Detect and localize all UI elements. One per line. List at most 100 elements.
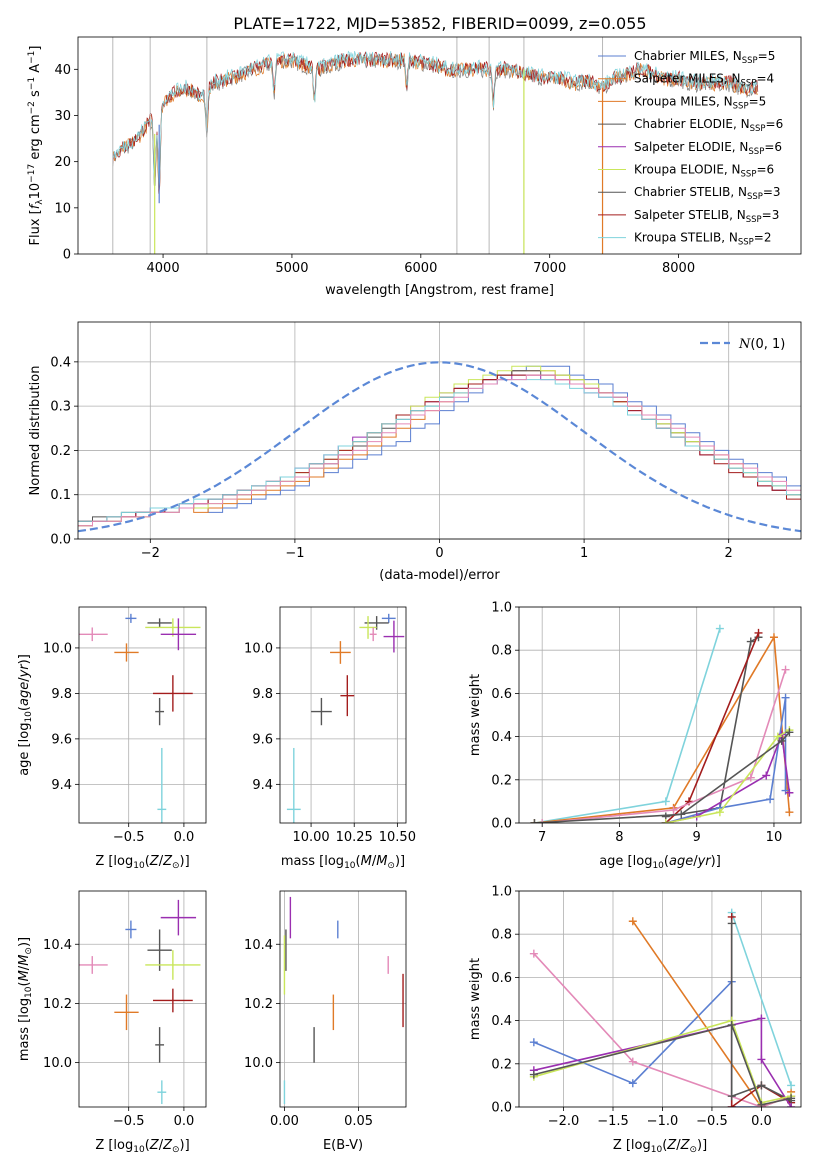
histogram-series [78,374,801,527]
y-axis-label: age [log10(age/yr)] [17,654,34,776]
x-axis-label-part: 10 [133,1145,145,1155]
legend-label-sub: SSP [742,56,758,66]
y-tick-label: 0.6 [491,687,512,702]
x-tick-label: 0.0 [174,830,195,845]
weight-series-marker [766,795,775,804]
y-axis-label-part: −1 [27,51,37,64]
y-axis-label-part: ⊙ [24,947,34,955]
y-tick-label: 10.0 [43,641,72,656]
y-tick-label: 0.3 [50,400,71,415]
plot-area [529,908,796,1107]
weight-series-marker [715,624,724,633]
x-tick-label: 10.25 [336,830,373,845]
y-axis-label-part: ( [17,706,32,711]
y-axis-label-part: )] [17,654,32,664]
x-axis-label-part: / [159,854,164,869]
spectrum-line [112,50,758,190]
legend-label-text: Salpeter ELODIE, N [634,140,748,154]
weight-series-marker [715,808,724,817]
y-axis-label-part: A [28,64,43,77]
axes-spectrum: 4000 5000 6000 7000 8000 0 10 20 30 40 Chabrier MI… [27,36,802,298]
legend-label-text: Chabrier MILES, N [634,49,742,63]
spectrum-line [112,51,759,194]
x-tick-label: 10 [766,830,783,845]
weight-series-marker [746,637,755,646]
y-tick-label: 0.4 [491,1014,512,1029]
plot-area [283,896,404,1105]
legend-label-part: (0, 1) [750,337,785,352]
x-tick-label: 0.05 [344,1114,373,1129]
legend-label-tail: =4 [756,72,774,86]
weight-series-marker [787,1094,796,1103]
legend-label-tail: =6 [764,140,782,154]
x-axis-label-part: 10 [651,1145,663,1155]
y-axis-label-part: Flux [ [28,209,43,245]
y-tick-label: 10.0 [244,1056,273,1071]
x-axis-label-part: 10 [652,861,664,871]
y-axis-label-part: age [17,682,32,706]
y-tick-label: 0.6 [491,971,512,986]
x-axis-label-part: Z [log [95,1138,133,1153]
weight-series-marker [727,1020,736,1029]
y-tick-label: 9.6 [51,732,72,747]
y-tick-label: 0.0 [491,817,512,832]
weight-series-line [533,1019,792,1104]
x-axis-label-part: Z [log [95,854,133,869]
y-tick-label: 10.4 [244,938,273,953]
legend-label-tail: =6 [766,117,784,131]
y-tick-label: 9.4 [51,778,72,793]
y-axis-label-part: )] [17,937,32,947]
legend-label-part: N [738,337,751,352]
weight-series-marker [628,1079,637,1088]
y-axis-label-part: M [17,955,32,966]
x-axis-label-part: ⊙ [172,861,180,871]
x-axis-label: Z [log10(Z/Z⊙)] [95,854,189,871]
weight-series-marker [661,819,670,823]
x-tick-label: −0.5 [696,1114,728,1129]
x-tick-label: 8 [615,830,623,845]
weight-series-marker [727,919,736,928]
y-axis-label-part: ] [28,46,43,51]
weight-series-marker [757,1081,766,1090]
weight-series-marker [787,1081,796,1090]
legend-label-tail: =5 [758,49,776,63]
x-axis-label-part: Z [149,1138,160,1153]
y-axis-label-part: age [log [17,723,32,776]
y-tick-label: 0.2 [491,1057,512,1072]
x-axis-label-part: ⊙ [689,1145,697,1155]
x-axis-label: mass [log10(M/M⊙)] [281,854,405,871]
x-axis-label-part: M [361,854,372,869]
weight-series-marker [785,788,794,797]
weight-series-line [730,912,792,1086]
legend-label-text: Salpeter STELIB, N [634,208,746,222]
x-axis-label-part: )] [697,1138,707,1153]
weight-series-marker [757,1055,766,1064]
x-axis-label-part: )] [180,854,190,869]
x-tick-label: 7000 [533,261,566,276]
y-axis-label-part: f [28,202,43,209]
legend-label-sub: SSP [741,79,757,89]
x-axis-label-part: Z [log [613,1138,651,1153]
legend-label: Chabrier ELODIE, NSSP=6 [634,117,783,134]
legend-label-tail: =5 [749,94,767,108]
axes-Z_vs_massweight: −2.0 −1.5 −1.0 −0.5 0.0 0.0 0.2 0.4 0.6 0.8 1.0 Z [… [468,885,802,1155]
weight-series-marker [628,917,637,926]
weight-series-marker [757,1014,766,1023]
x-tick-label: −2.0 [548,1114,580,1129]
x-tick-label: 4000 [147,261,180,276]
y-tick-label: 0.1 [50,488,71,503]
y-tick-label: 0 [63,248,71,263]
weight-series-marker [781,665,790,674]
y-axis-label-part: / [17,677,32,682]
weight-series-marker [727,1092,736,1101]
y-axis-label: Normed distribution [28,366,43,496]
x-axis-label: E(B-V) [323,1138,363,1153]
legend-label: Kroupa STELIB, NSSP=2 [634,231,772,248]
weight-series-line [730,923,792,1102]
x-tick-label: −2 [141,546,160,561]
plot-area [78,361,801,533]
x-axis-label-part: )] [180,1138,190,1153]
axes-mass_vs_age: 10.00 10.25 10.50 9.4 9.6 9.8 10.0 mass [log10(… [244,606,416,871]
axes-frame [518,606,802,824]
x-tick-label: 2 [725,546,733,561]
